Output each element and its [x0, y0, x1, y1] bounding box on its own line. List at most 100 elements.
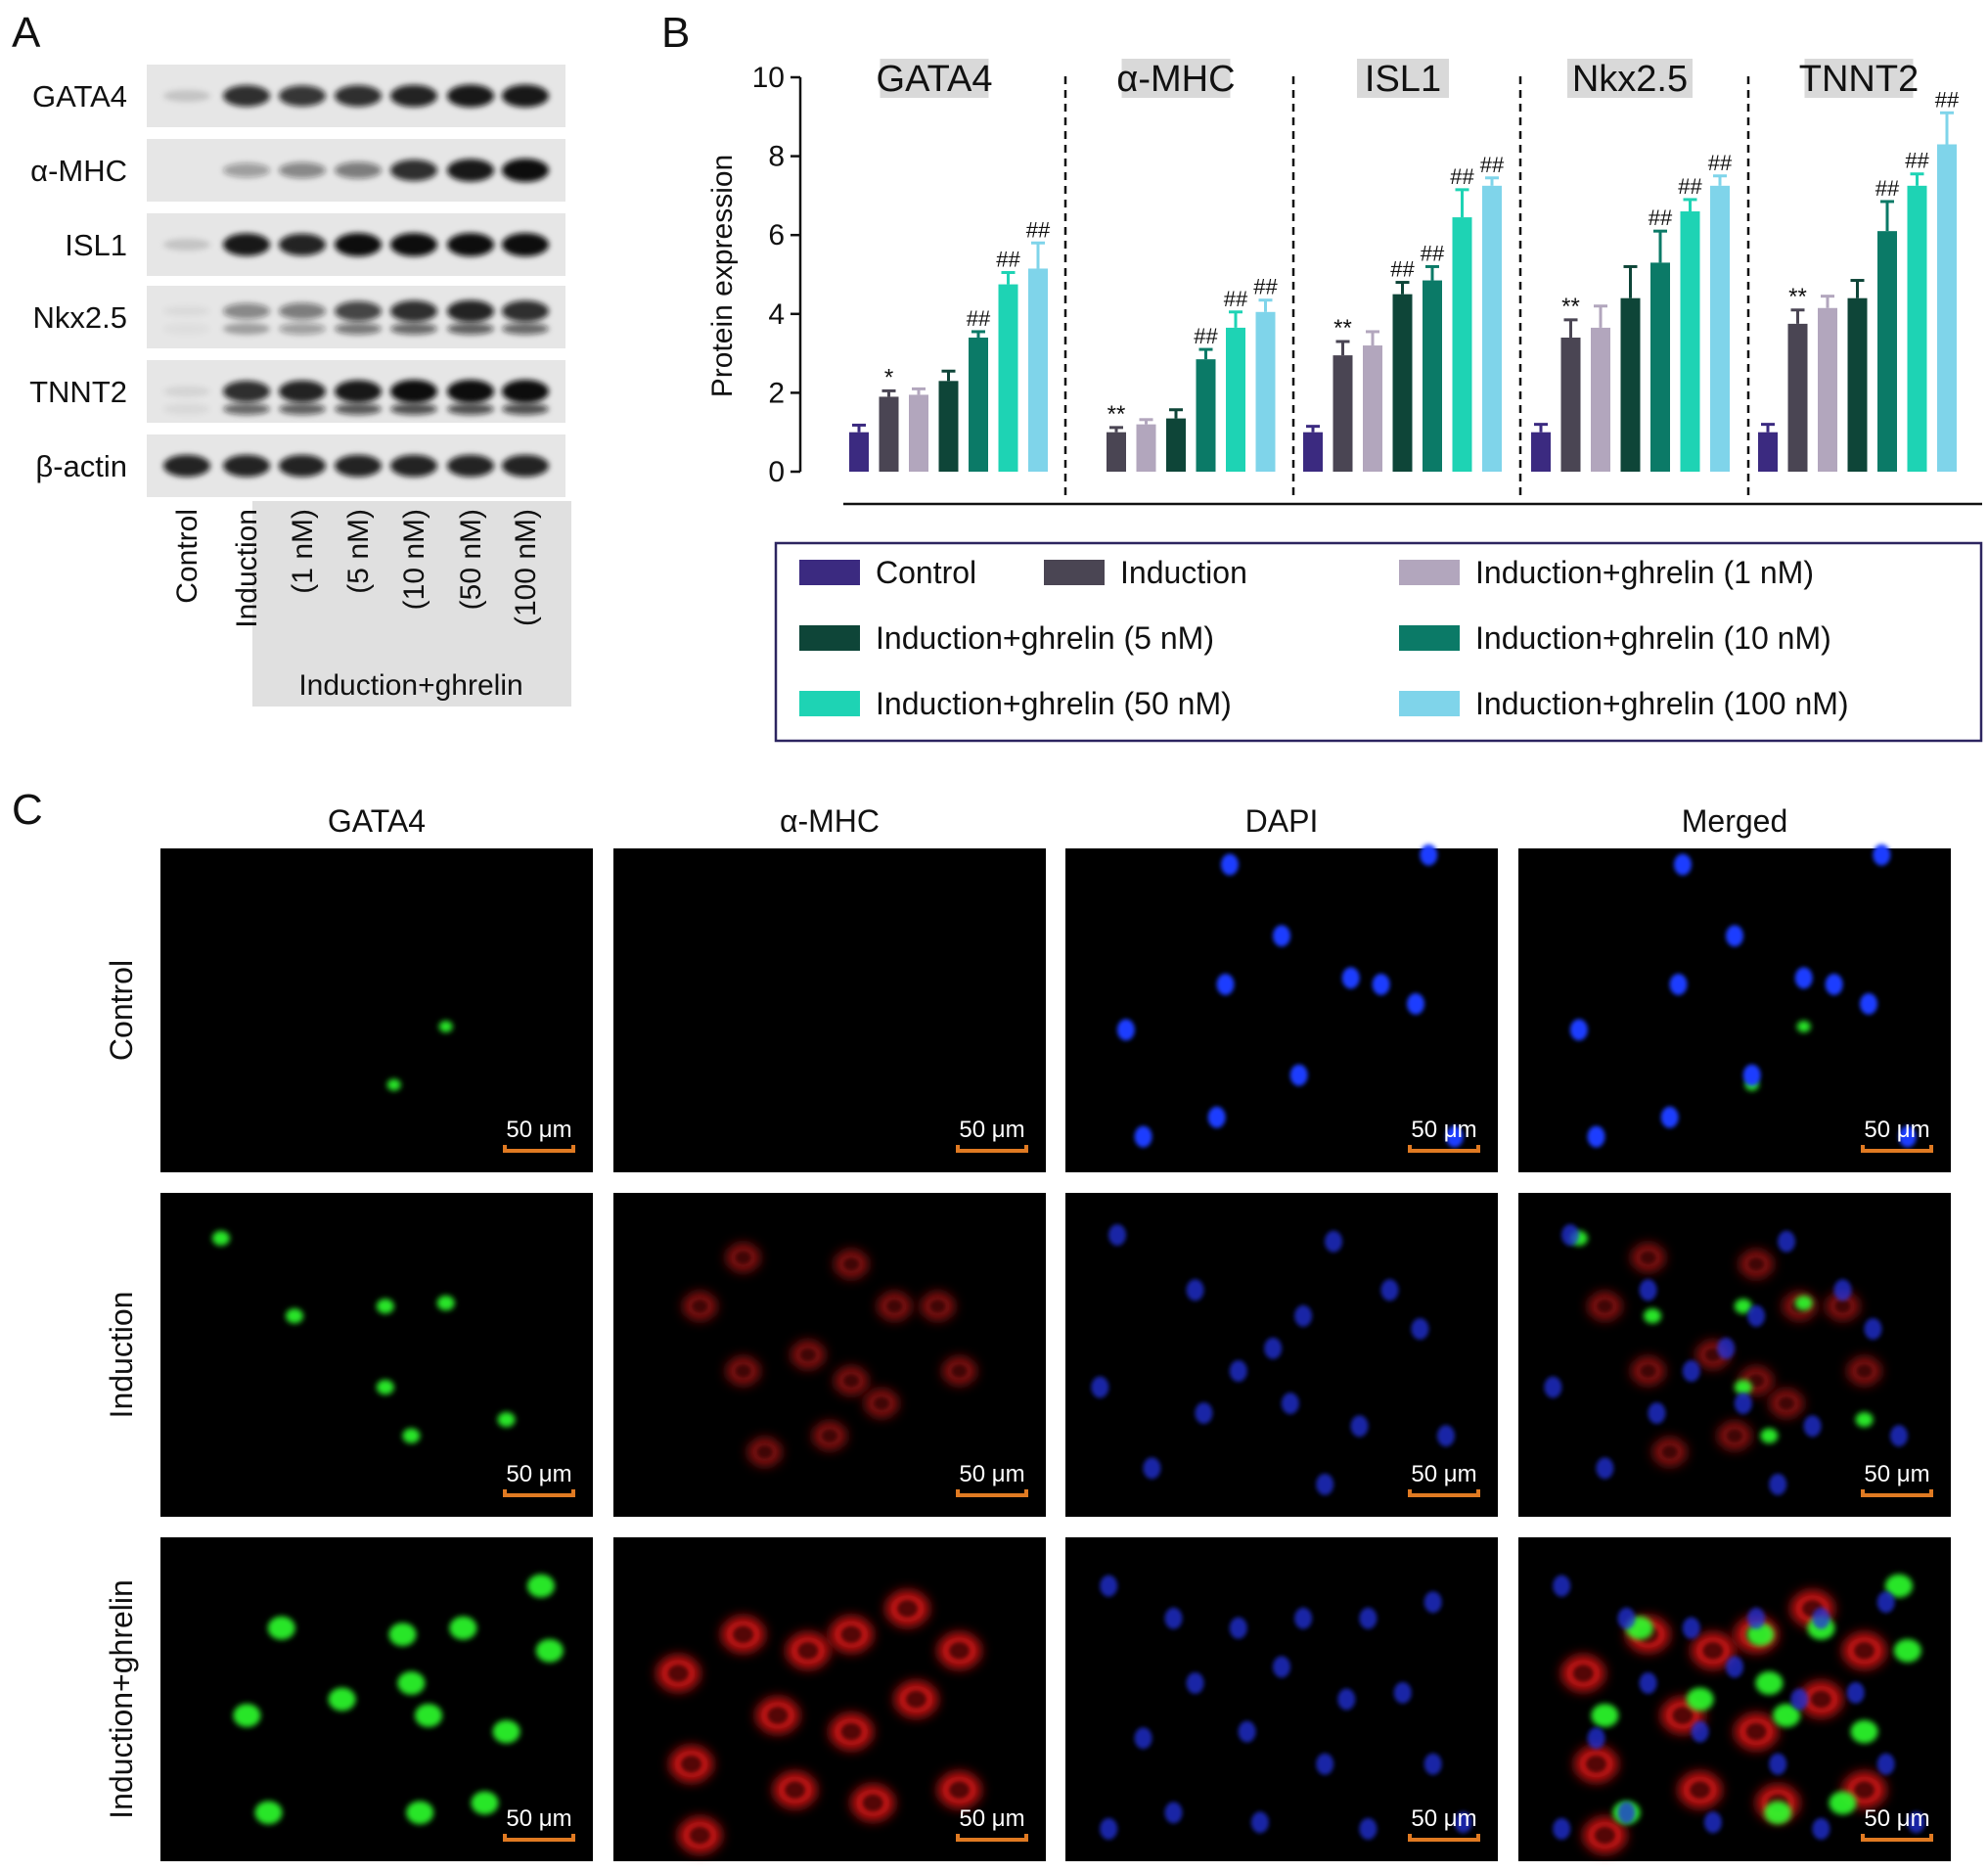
blue-nucleus — [1825, 974, 1843, 996]
lane-labels: Control Induction (1 nM) (5 nM) (10 nM) (50 n… — [171, 509, 542, 628]
significance-mark: ## — [1935, 87, 1960, 112]
micrograph-background — [613, 848, 1046, 1172]
green-cell — [1855, 1412, 1874, 1428]
green-cell — [1734, 1299, 1752, 1314]
lane-label-5: (50 nM) — [455, 509, 487, 610]
blot-band — [502, 84, 549, 108]
blue-nucleus — [1794, 967, 1813, 989]
red-cell-core — [840, 1722, 862, 1741]
green-cell — [1591, 1704, 1619, 1727]
blot-band — [502, 300, 549, 322]
blue-nucleus — [1436, 1425, 1455, 1447]
blue-nucleus — [1195, 1402, 1213, 1425]
blot-band — [223, 403, 270, 415]
green-cell — [436, 1295, 455, 1311]
bar — [969, 337, 988, 472]
bar — [1196, 359, 1216, 472]
blue-nucleus — [1294, 1304, 1313, 1327]
micro-col-label-2: DAPI — [1245, 803, 1319, 839]
blue-nucleus — [1803, 1415, 1822, 1438]
blue-nucleus — [1411, 1318, 1429, 1341]
blot-band — [223, 233, 270, 256]
blot-band — [447, 454, 494, 478]
blot-label-3: Nkx2.5 — [33, 300, 127, 335]
red-cell-core — [1853, 1781, 1875, 1800]
blot-band — [447, 84, 494, 108]
bar — [998, 284, 1018, 472]
blue-nucleus — [1734, 1393, 1752, 1415]
blot-band — [223, 162, 270, 178]
blot-label-4: TNNT2 — [29, 375, 127, 409]
blot-band — [279, 302, 326, 320]
blot-band — [163, 386, 210, 397]
red-cell-core — [680, 1755, 702, 1773]
red-cell-core — [689, 1826, 711, 1845]
blue-nucleus — [1596, 1457, 1614, 1480]
green-cell — [1760, 1428, 1779, 1443]
micrograph-background — [1518, 848, 1951, 1172]
significance-mark: ## — [1390, 257, 1415, 282]
scale-bar-label: 50 μm — [506, 1461, 571, 1487]
micrograph-background — [1518, 1537, 1951, 1861]
blue-nucleus — [1682, 1617, 1700, 1639]
y-tick-label: 2 — [768, 377, 785, 409]
micrograph-1-2: 50 μm — [1065, 1193, 1498, 1517]
blot-band — [390, 323, 437, 335]
blot-strips — [147, 65, 565, 497]
green-cell — [406, 1801, 434, 1825]
green-cell — [1773, 1704, 1801, 1727]
blue-nucleus — [1726, 1656, 1743, 1678]
micro-row-label-1: Induction — [104, 1292, 139, 1419]
blue-nucleus — [1289, 1064, 1308, 1086]
blue-nucleus — [1423, 1591, 1442, 1614]
blue-nucleus — [1889, 1425, 1908, 1447]
blot-band — [223, 454, 270, 478]
legend-swatch — [1399, 560, 1460, 585]
blot-band — [163, 305, 210, 317]
red-cell-core — [948, 1641, 971, 1660]
bar — [1226, 327, 1245, 472]
panel-label-b: B — [661, 9, 690, 57]
red-cell-core — [1747, 1373, 1765, 1388]
blue-nucleus — [1250, 1811, 1269, 1834]
red-cell-core — [885, 1299, 903, 1313]
blue-nucleus — [1617, 1607, 1636, 1629]
significance-mark: ** — [1107, 401, 1126, 428]
blue-nucleus — [1747, 1304, 1766, 1327]
blue-nucleus — [1907, 1811, 1925, 1834]
blue-nucleus — [1229, 1360, 1247, 1383]
blue-nucleus — [1873, 844, 1891, 866]
bar — [879, 396, 899, 472]
y-tick-label: 10 — [752, 62, 785, 94]
red-cell-core — [842, 1373, 860, 1388]
significance-mark: ** — [1788, 284, 1807, 310]
significance-mark: ## — [996, 247, 1020, 271]
red-cell-core — [840, 1625, 862, 1644]
chart-legend: Control Induction Induction+ghrelin (1 nM)… — [774, 541, 1983, 743]
bar — [1255, 311, 1276, 472]
significance-mark: ## — [1421, 241, 1445, 265]
red-cell-core — [1689, 1781, 1711, 1800]
red-cell-core — [1702, 1641, 1724, 1660]
micrograph-2-3: 50 μm — [1518, 1537, 1951, 1861]
green-cell — [328, 1687, 356, 1712]
blot-band — [223, 323, 270, 335]
green-cell — [1764, 1801, 1792, 1825]
scale-bar — [503, 1834, 575, 1842]
scale-bar-label: 50 μm — [959, 1117, 1024, 1143]
blot-band — [279, 454, 326, 478]
blue-nucleus — [1164, 1607, 1183, 1629]
blot-band — [390, 300, 437, 322]
lane-label-1: Induction — [231, 509, 263, 628]
blot-band — [279, 323, 326, 335]
blue-nucleus — [1876, 1753, 1895, 1775]
green-cell — [471, 1791, 499, 1815]
blot-band — [335, 85, 382, 107]
blot-band — [279, 233, 326, 256]
micrograph-background — [160, 848, 593, 1172]
blot-band — [447, 159, 494, 182]
blue-nucleus — [1569, 1019, 1588, 1041]
blue-nucleus — [1264, 1337, 1283, 1359]
red-cell-core — [1597, 1299, 1613, 1313]
